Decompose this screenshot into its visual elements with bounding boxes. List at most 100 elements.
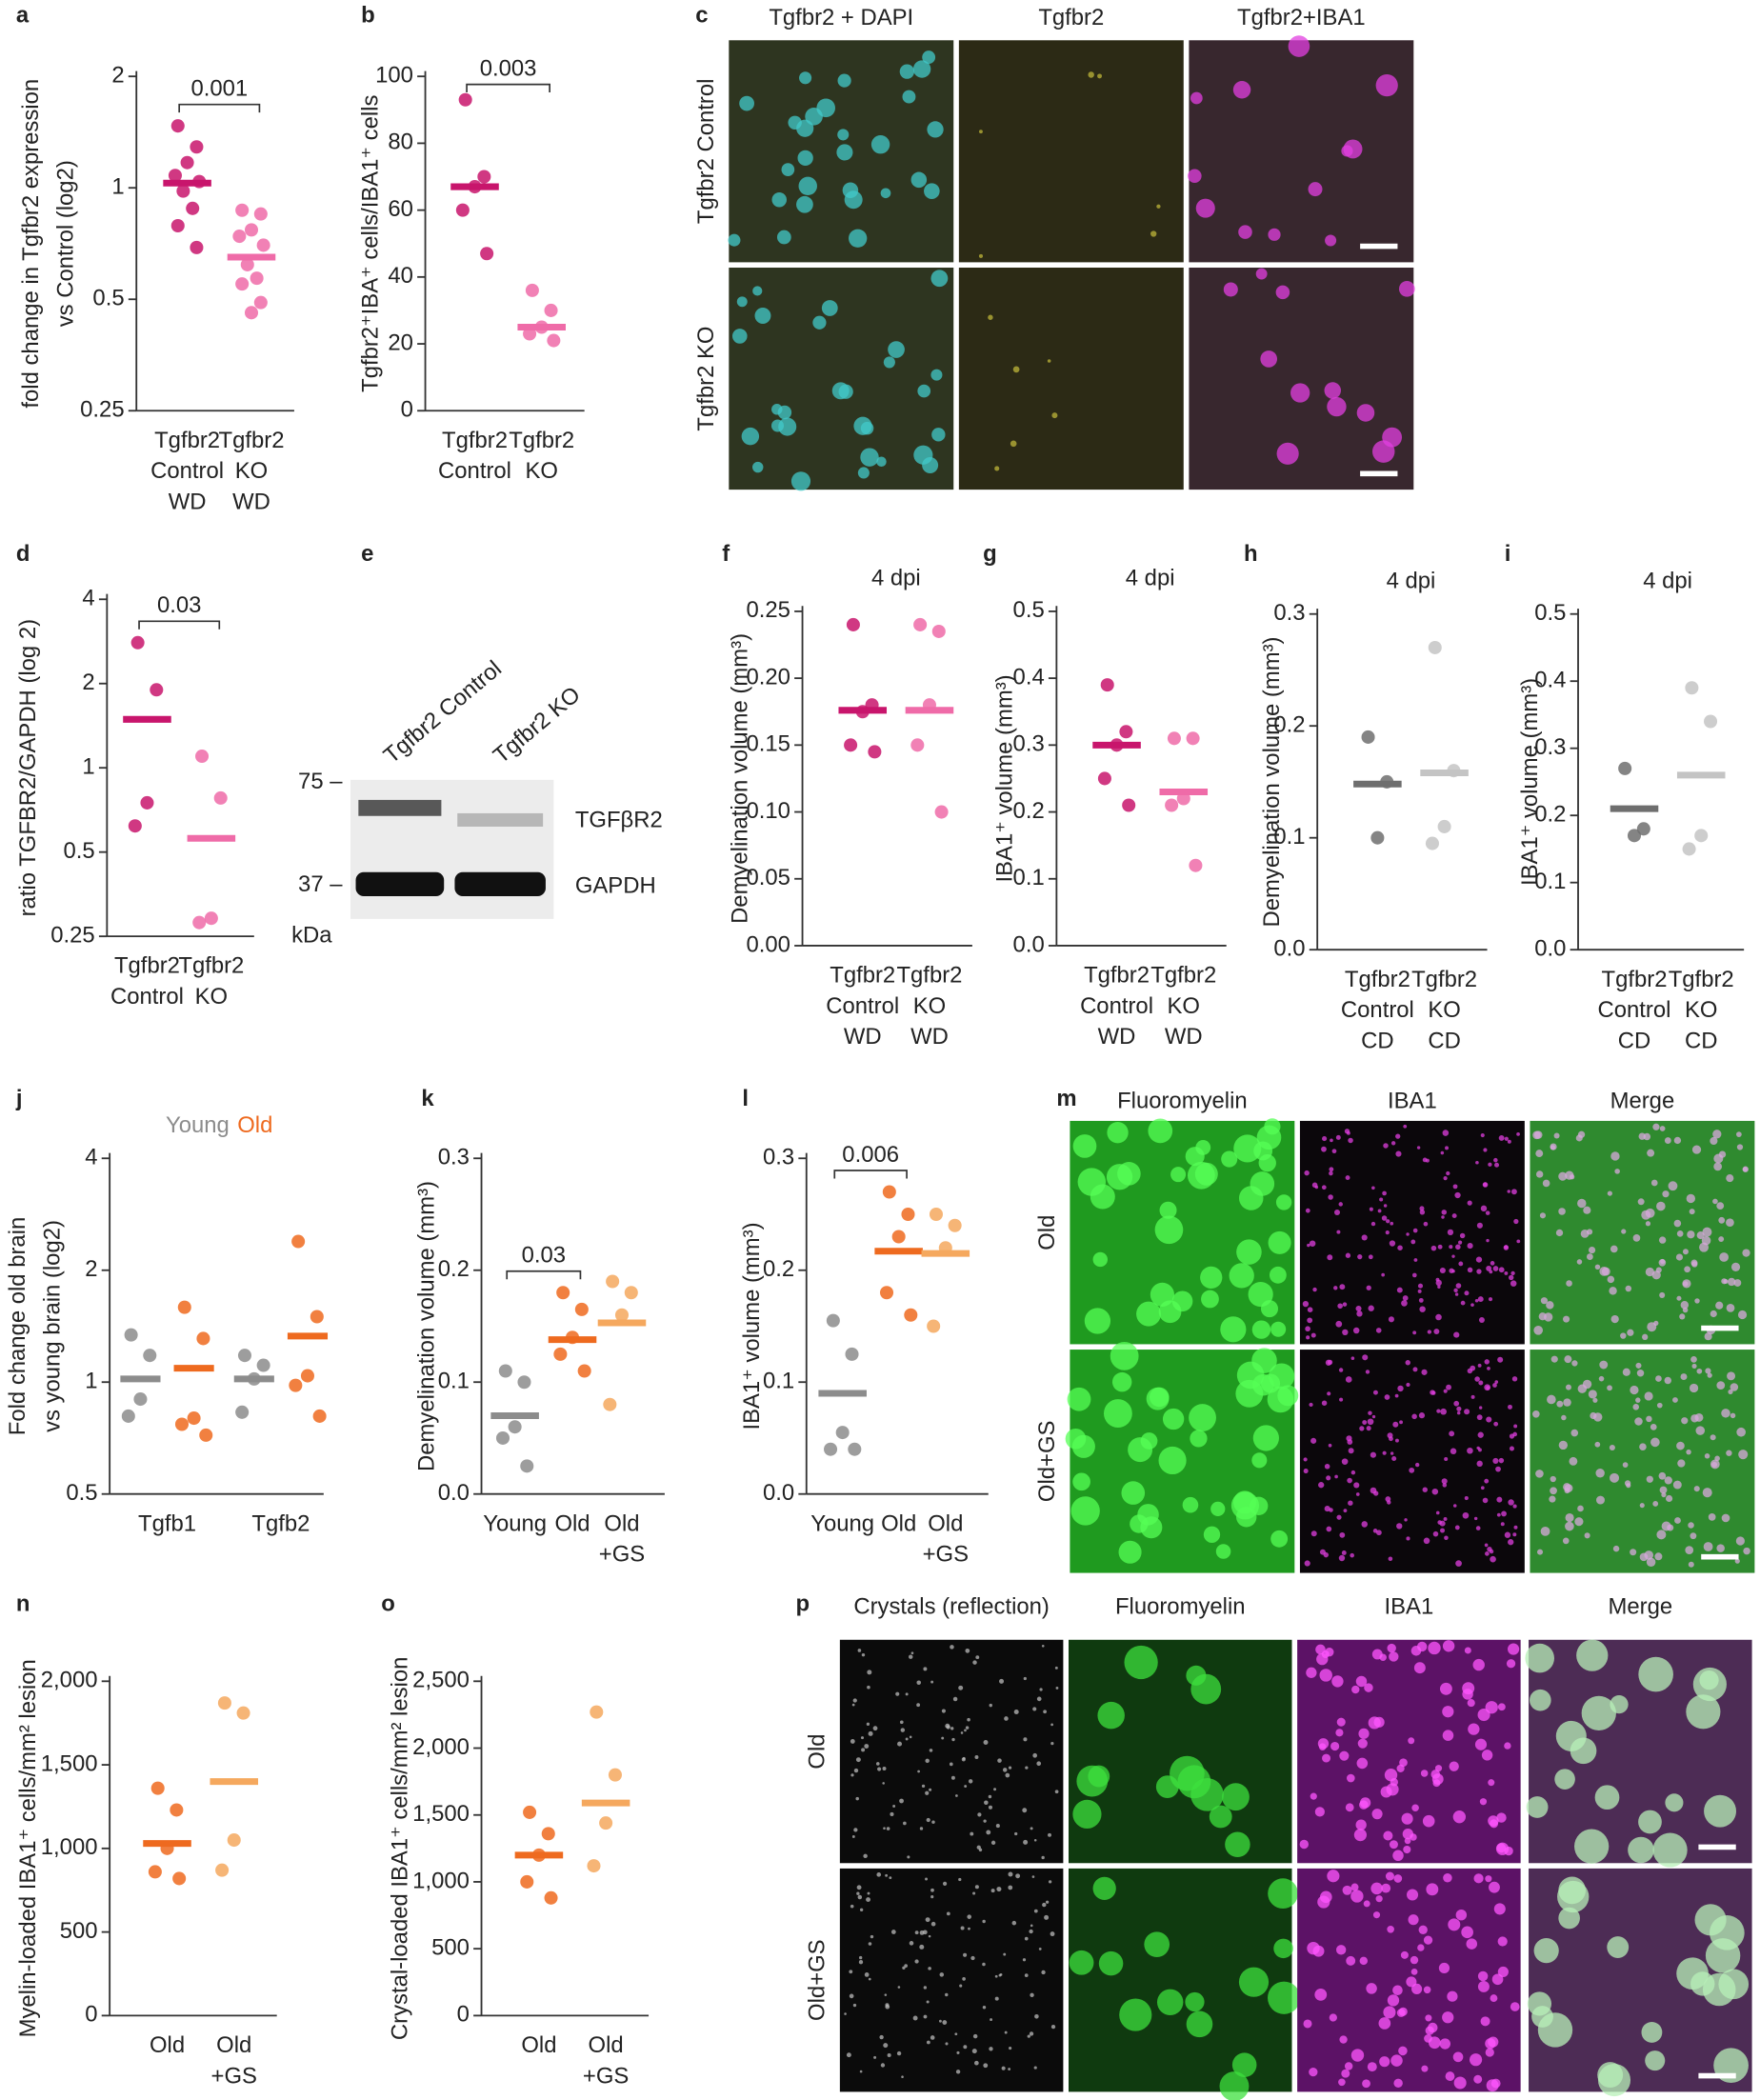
- cell-signal: [1409, 1467, 1415, 1473]
- cell-signal: [928, 1967, 931, 1970]
- mw-marker: 37 –: [298, 871, 343, 897]
- cell-signal: [1190, 1778, 1224, 1811]
- cell-signal: [1325, 234, 1337, 247]
- cell-signal: [1355, 1819, 1367, 1830]
- data-point: [1370, 830, 1385, 845]
- cell-signal: [970, 1831, 974, 1836]
- data-point: [1437, 819, 1451, 833]
- cell-signal: [1335, 1729, 1344, 1737]
- cell-signal: [1417, 1944, 1425, 1951]
- data-point: [1685, 681, 1699, 695]
- cell-signal: [1664, 1376, 1672, 1385]
- cell-signal: [1475, 1526, 1481, 1530]
- cell-signal: [1084, 1308, 1111, 1334]
- cell-signal: [1148, 1118, 1173, 1144]
- cell-signal: [1473, 1516, 1478, 1521]
- cell-signal: [1576, 1639, 1609, 1671]
- cell-signal: [1238, 1967, 1270, 1997]
- data-point: [1636, 822, 1650, 836]
- cell-signal: [994, 466, 1000, 471]
- cell-signal: [1435, 1510, 1440, 1515]
- cell-signal: [1422, 1814, 1435, 1828]
- cell-signal: [1692, 1667, 1727, 1702]
- cell-signal: [1045, 1900, 1050, 1904]
- cell-signal: [963, 2045, 968, 2050]
- cell-signal: [1479, 1798, 1488, 1806]
- cell-signal: [851, 1703, 855, 1707]
- cell-signal: [1597, 2062, 1624, 2089]
- y-axis-label: fold change in Tgfbr2 expression: [18, 79, 44, 409]
- cell-signal: [988, 1794, 992, 1799]
- cell-signal: [1439, 1682, 1452, 1695]
- cell-signal: [1513, 1424, 1518, 1429]
- data-point: [244, 223, 259, 237]
- panel-letter: h: [1244, 541, 1258, 567]
- cell-signal: [887, 2053, 891, 2058]
- cell-signal: [1556, 1400, 1564, 1408]
- cell-signal: [1435, 1313, 1442, 1321]
- cell-signal: [1375, 1895, 1383, 1903]
- cell-signal: [1512, 1504, 1517, 1509]
- significance-bracket: [178, 103, 261, 113]
- x-tick-label: WD: [1165, 1024, 1203, 1050]
- cell-signal: [1210, 1501, 1226, 1516]
- cell-signal: [1590, 1411, 1597, 1420]
- cell-signal: [1014, 1831, 1018, 1836]
- cell-signal: [770, 419, 785, 432]
- data-point: [235, 1405, 250, 1419]
- cell-signal: [1719, 1252, 1730, 1262]
- cell-signal: [1455, 1283, 1462, 1289]
- y-tick-label: 2: [85, 1256, 97, 1282]
- cell-signal: [1442, 1640, 1455, 1652]
- cell-signal: [1577, 1198, 1587, 1209]
- cell-signal: [988, 314, 993, 320]
- cell-signal: [1555, 1229, 1564, 1237]
- cell-signal: [1032, 1707, 1037, 1711]
- cell-signal: [926, 2000, 930, 2004]
- cell-signal: [1467, 1447, 1473, 1454]
- cell-signal: [1406, 1382, 1410, 1388]
- cell-signal: [971, 2049, 977, 2054]
- cell-signal: [1476, 1414, 1483, 1421]
- cell-signal: [1412, 1228, 1418, 1233]
- cell-signal: [1454, 1191, 1461, 1199]
- data-point: [826, 1313, 840, 1328]
- data-point: [517, 1375, 531, 1390]
- cell-signal: [1038, 1948, 1042, 1950]
- data-point: [204, 911, 218, 926]
- cell-signal: [1710, 1310, 1717, 1318]
- cell-signal: [1639, 1552, 1649, 1562]
- cell-signal: [1119, 1998, 1152, 2031]
- cell-signal: [1610, 1245, 1618, 1253]
- cell-signal: [986, 1830, 991, 1835]
- cell-signal: [1558, 1440, 1569, 1450]
- cell-signal: [1344, 2062, 1353, 2070]
- cell-signal: [1338, 1202, 1343, 1207]
- cell-signal: [1508, 1643, 1520, 1655]
- y-tick-label: 0.25: [50, 922, 94, 948]
- cell-signal: [1350, 1883, 1359, 1891]
- cell-signal: [1383, 1830, 1393, 1841]
- cell-signal: [1373, 1490, 1379, 1496]
- data-point: [172, 1871, 187, 1886]
- cell-signal: [1487, 1547, 1492, 1552]
- cell-signal: [1563, 1398, 1571, 1407]
- cell-signal: [1638, 1656, 1673, 1692]
- y-tick-label: 0: [401, 397, 413, 423]
- cell-signal: [1324, 382, 1341, 399]
- cell-signal: [1674, 1517, 1681, 1524]
- cell-signal: [1453, 1400, 1460, 1407]
- cell-signal: [1392, 1421, 1399, 1428]
- column-title: IBA1: [1388, 1089, 1437, 1114]
- cell-signal: [930, 1895, 934, 1899]
- cell-signal: [1387, 1994, 1400, 2007]
- x-tick-label: Young: [483, 1510, 547, 1536]
- cell-signal: [923, 1667, 928, 1671]
- cell-signal: [1309, 2067, 1318, 2077]
- cell-signal: [1422, 1157, 1428, 1163]
- y-tick-label: 80: [388, 130, 413, 155]
- cell-signal: [1440, 1150, 1445, 1155]
- cell-signal: [1710, 1434, 1716, 1441]
- cell-signal: [1190, 1673, 1222, 1705]
- x-tick-label: KO: [1428, 997, 1460, 1023]
